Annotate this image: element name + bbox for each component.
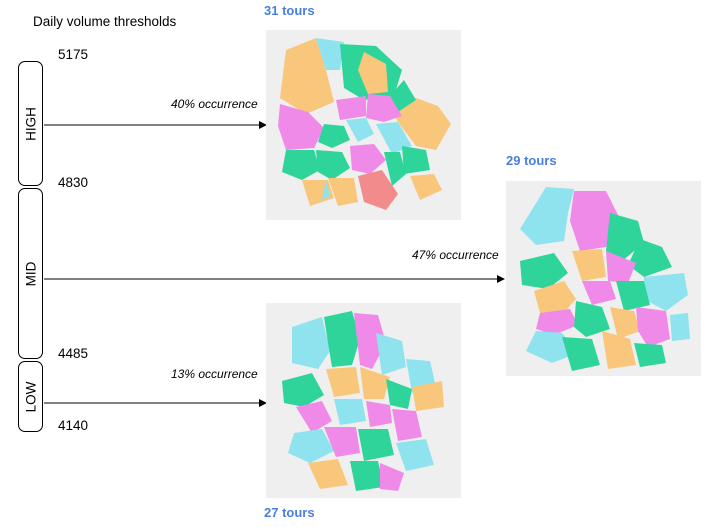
occurrence-low: 13% occurrence bbox=[171, 367, 258, 381]
tours-mid: 29 tours bbox=[506, 153, 557, 168]
diagram-title: Daily volume thresholds bbox=[33, 14, 177, 29]
occurrence-high: 40% occurrence bbox=[171, 97, 258, 111]
map-mid bbox=[506, 181, 701, 376]
map-low bbox=[266, 303, 461, 498]
band-high: HIGH bbox=[18, 61, 43, 186]
threshold-4485: 4485 bbox=[58, 346, 89, 361]
map-high bbox=[266, 30, 461, 220]
occurrence-mid: 47% occurrence bbox=[412, 248, 499, 262]
band-mid: MID bbox=[18, 188, 43, 359]
threshold-4140: 4140 bbox=[58, 418, 89, 433]
threshold-4830: 4830 bbox=[58, 175, 89, 190]
tours-high: 31 tours bbox=[264, 3, 315, 18]
band-low: LOW bbox=[18, 361, 43, 432]
threshold-5175: 5175 bbox=[58, 47, 89, 62]
tours-low: 27 tours bbox=[264, 505, 315, 520]
